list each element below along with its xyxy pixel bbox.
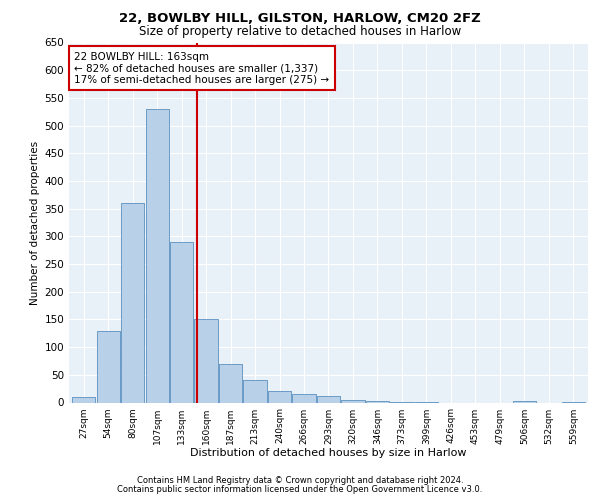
Bar (72, 397, 95, 402)
Text: 22, BOWLBY HILL, GILSTON, HARLOW, CM20 2FZ: 22, BOWLBY HILL, GILSTON, HARLOW, CM20 2… (119, 12, 481, 26)
Text: Size of property relative to detached houses in Harlow: Size of property relative to detached ho… (139, 25, 461, 38)
Bar (317, 396, 340, 402)
Text: Contains HM Land Registry data © Crown copyright and database right 2024.: Contains HM Land Registry data © Crown c… (137, 476, 463, 485)
Bar (268, 392, 291, 402)
X-axis label: Distribution of detached houses by size in Harlow: Distribution of detached houses by size … (190, 448, 467, 458)
Y-axis label: Number of detached properties: Number of detached properties (30, 140, 40, 304)
Text: Contains public sector information licensed under the Open Government Licence v3: Contains public sector information licen… (118, 484, 482, 494)
Bar (121, 203, 144, 402)
Bar (170, 242, 193, 402)
Bar (219, 364, 242, 403)
Bar (292, 394, 316, 402)
Bar (97, 330, 120, 402)
Bar (244, 380, 266, 402)
Bar (146, 109, 169, 403)
Text: 22 BOWLBY HILL: 163sqm
← 82% of detached houses are smaller (1,337)
17% of semi-: 22 BOWLBY HILL: 163sqm ← 82% of detached… (74, 52, 329, 84)
Bar (194, 320, 218, 402)
Bar (341, 400, 365, 402)
